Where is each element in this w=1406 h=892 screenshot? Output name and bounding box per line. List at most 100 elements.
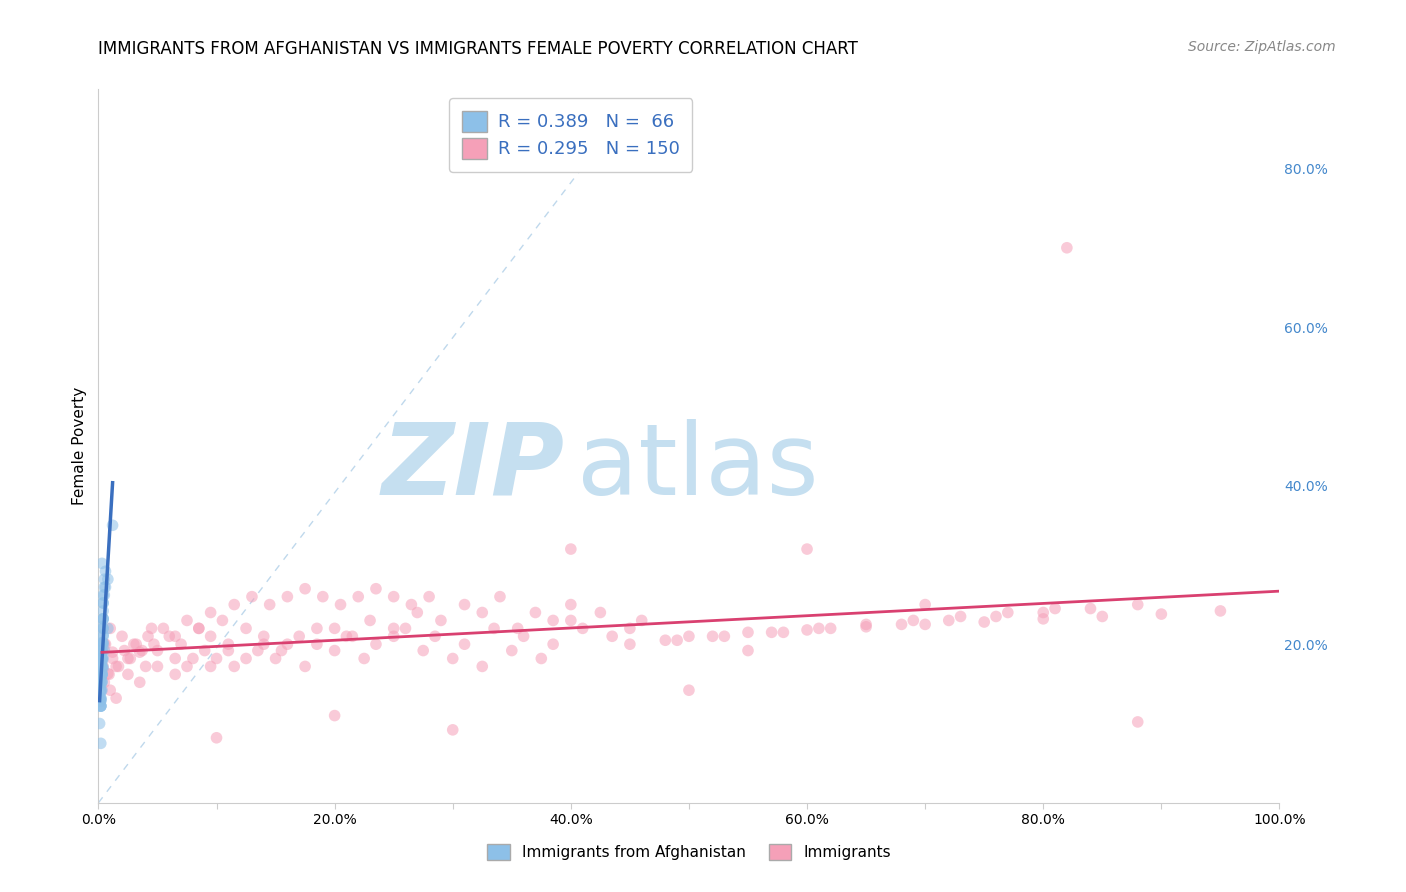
Point (1032, 606, 1054, 620)
Point (630, 614, 652, 628)
Point (253, 637, 276, 651)
Point (91, 659, 114, 673)
Point (90, 683, 112, 698)
Point (418, 590, 440, 604)
Point (101, 651, 124, 665)
Point (117, 667, 139, 681)
Point (122, 637, 145, 651)
Point (654, 633, 676, 648)
Point (90, 692, 112, 706)
Point (382, 629, 405, 643)
Point (524, 606, 547, 620)
Point (264, 651, 287, 665)
Point (217, 637, 239, 651)
Point (91, 651, 114, 665)
Point (200, 629, 222, 643)
Point (471, 659, 494, 673)
Point (678, 629, 700, 643)
Point (560, 598, 582, 612)
Point (176, 659, 198, 673)
Point (98, 683, 121, 698)
Point (90, 694, 112, 708)
Point (235, 651, 257, 665)
Legend: Immigrants from Afghanistan, Immigrants: Immigrants from Afghanistan, Immigrants (481, 838, 897, 866)
Point (1126, 714, 1149, 729)
Point (453, 637, 475, 651)
Point (1043, 601, 1066, 615)
Point (91, 635, 114, 649)
Point (93, 580, 115, 594)
Point (305, 637, 328, 651)
Point (91, 667, 114, 681)
Point (489, 590, 512, 604)
Point (93, 572, 115, 586)
Point (165, 629, 187, 643)
Point (136, 629, 159, 643)
Point (91, 651, 114, 665)
Point (94, 580, 117, 594)
Point (111, 629, 134, 643)
Point (342, 629, 364, 643)
Point (90, 699, 112, 714)
Point (441, 651, 464, 665)
Point (276, 637, 298, 651)
Point (796, 623, 818, 637)
Point (619, 637, 641, 651)
Point (1032, 612, 1054, 626)
Point (131, 643, 153, 657)
Point (224, 659, 246, 673)
Point (571, 621, 593, 635)
Point (105, 659, 128, 673)
Point (91, 674, 114, 689)
Point (619, 621, 641, 635)
Point (97, 572, 120, 586)
Point (165, 667, 187, 681)
Point (91, 596, 114, 610)
Point (93, 643, 115, 657)
Point (737, 643, 759, 657)
Point (91, 651, 114, 665)
Point (146, 643, 169, 657)
Point (305, 621, 328, 635)
Point (91, 637, 114, 651)
Point (90, 683, 112, 698)
Point (1080, 601, 1102, 615)
Point (240, 590, 263, 604)
Point (91, 621, 114, 635)
Point (512, 629, 534, 643)
Point (90, 677, 112, 691)
Point (91, 645, 114, 659)
Point (152, 621, 174, 635)
Point (401, 598, 423, 612)
Point (353, 651, 375, 665)
Text: Source: ZipAtlas.com: Source: ZipAtlas.com (1188, 40, 1336, 54)
Point (107, 659, 129, 673)
Point (91, 604, 114, 618)
Point (128, 675, 150, 690)
Point (135, 659, 157, 673)
Point (205, 731, 228, 745)
Point (259, 598, 281, 612)
Point (91, 667, 114, 681)
Point (125, 637, 148, 651)
Point (91, 667, 114, 681)
Point (997, 606, 1019, 620)
Point (666, 633, 689, 648)
Point (91, 596, 114, 610)
Point (91, 655, 114, 669)
Point (91, 661, 114, 675)
Point (90, 685, 112, 699)
Point (235, 621, 257, 635)
Point (91, 659, 114, 673)
Point (772, 625, 794, 640)
Point (91, 628, 114, 642)
Point (914, 617, 936, 632)
Point (97, 666, 120, 681)
Point (90, 691, 112, 706)
Point (91, 612, 114, 626)
Point (276, 590, 298, 604)
Point (430, 614, 453, 628)
Point (382, 621, 405, 635)
Point (142, 637, 165, 651)
Point (394, 621, 416, 635)
